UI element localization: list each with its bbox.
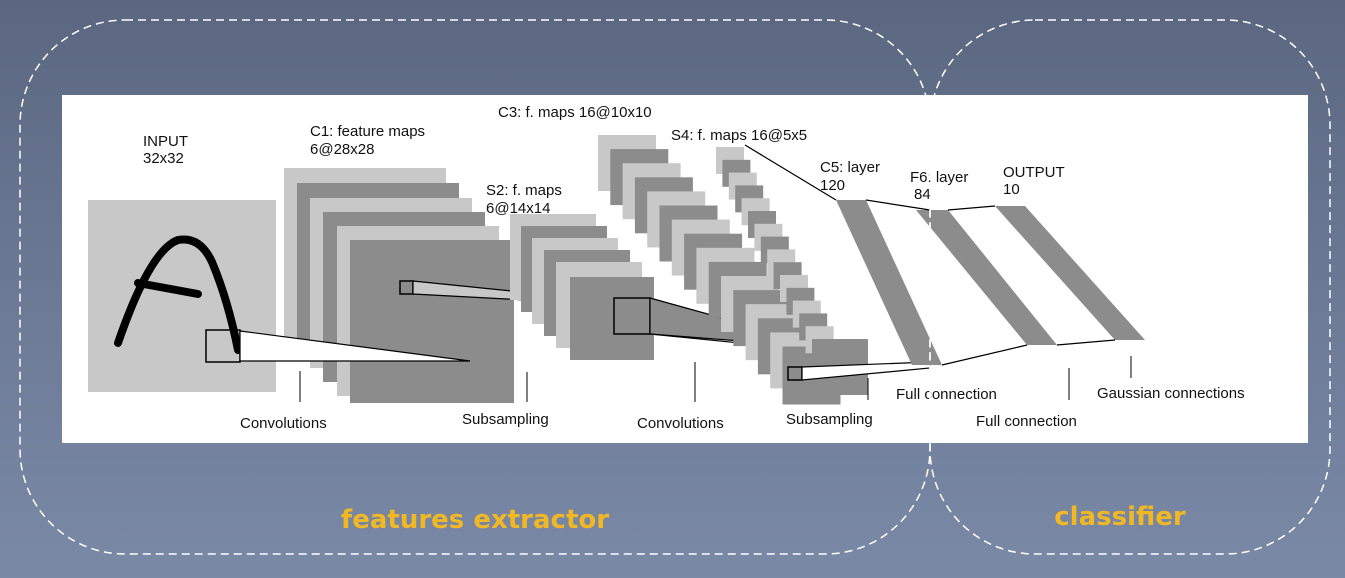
- s2-title: S2: f. maps: [486, 182, 562, 199]
- s2-size: 6@14x14: [486, 200, 550, 217]
- gauss-label: Gaussian connections: [1097, 385, 1245, 402]
- c3-title: C3: f. maps 16@10x10: [498, 104, 652, 121]
- c3-feature-maps: [598, 135, 841, 405]
- features-extractor-label: features extractor: [341, 505, 609, 535]
- input-image: [88, 200, 276, 392]
- operation-ticks: [299, 356, 1132, 402]
- c1-title: C1: feature maps: [310, 123, 425, 140]
- input-title: INPUT: [143, 133, 188, 150]
- output-layer-band: [995, 206, 1145, 340]
- conv1-projection: [239, 330, 471, 362]
- conv1-label: Convolutions: [240, 415, 327, 432]
- c1-feature-maps: [284, 168, 514, 403]
- input-size: 32x32: [143, 150, 184, 167]
- f6-title: F6: layer: [910, 169, 968, 186]
- sub1-label: Subsampling: [462, 411, 549, 428]
- f6-layer-band: [916, 210, 1057, 345]
- c5-title: C5: layer: [820, 159, 880, 176]
- classifier-label: classifier: [1054, 502, 1186, 532]
- f6-size: 84: [914, 186, 931, 203]
- c1-size: 6@28x28: [310, 141, 374, 158]
- c5-size: 120: [820, 177, 845, 194]
- features-extractor-region: [19, 19, 931, 555]
- sub2-label: Subsampling: [786, 411, 873, 428]
- s4-title: S4: f. maps 16@5x5: [671, 127, 807, 144]
- handwritten-a-glyph: [114, 235, 242, 354]
- full1-label: Full connection: [896, 386, 997, 403]
- conv2-label: Convolutions: [637, 415, 724, 432]
- s4-feature-maps: [716, 147, 868, 395]
- c5-layer-band: [836, 200, 942, 365]
- classifier-region: [929, 19, 1331, 555]
- full2-label: Full connection: [976, 413, 1077, 430]
- output-size: 10: [1003, 181, 1020, 198]
- output-title: OUTPUT: [1003, 164, 1065, 181]
- full-connection-lines: [744, 144, 1116, 366]
